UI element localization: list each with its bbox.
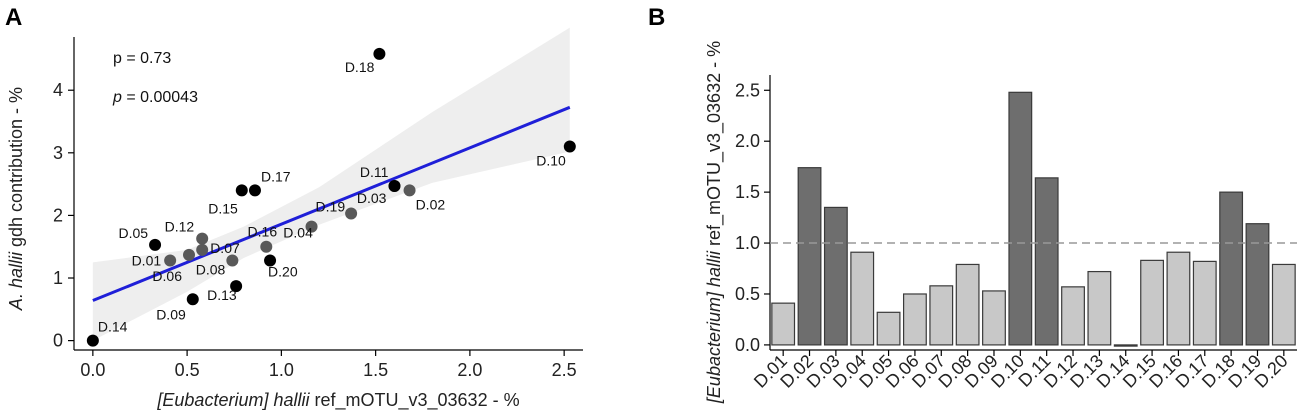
x-tick-label: 2.5 xyxy=(552,360,577,380)
p-value-number: = 0.00043 xyxy=(122,89,198,106)
scatter-point xyxy=(182,248,195,261)
scatter-point xyxy=(149,238,162,251)
confidence-band xyxy=(92,27,570,341)
y-axis-title-species: A. hallii xyxy=(6,251,26,311)
bar xyxy=(1034,177,1059,346)
bar xyxy=(1061,286,1085,346)
scatter-point xyxy=(230,280,243,293)
point-label: D.09 xyxy=(156,306,186,322)
y-tick-label: 4 xyxy=(53,80,63,100)
y-tick-label: 2.0 xyxy=(735,131,760,151)
panel-label-b: B xyxy=(648,4,665,31)
panel-label-a: A xyxy=(5,4,22,31)
bar xyxy=(1140,259,1165,346)
scatter-point xyxy=(373,47,386,60)
y-axis-title-unit: ref_mOTU_v3_03632 - % xyxy=(704,41,725,251)
scatter-point xyxy=(403,184,416,197)
bar xyxy=(929,285,954,346)
bar xyxy=(797,167,822,346)
scatter-point xyxy=(305,220,318,233)
scatter-point xyxy=(388,179,401,192)
scatter-panel: 0.0 0.5 1.0 1.5 2.0 2.5 0 1 2 3 4 [Eubacterium] hal… xyxy=(6,27,583,411)
x-tick-label: 0.5 xyxy=(175,360,200,380)
bar xyxy=(1271,263,1296,346)
bar xyxy=(1113,344,1138,347)
scatter-point xyxy=(186,293,199,306)
point-label: D.17 xyxy=(261,168,291,184)
scatter-point xyxy=(248,184,261,197)
bar xyxy=(1192,260,1217,346)
point-label: D.12 xyxy=(165,219,195,235)
x-tick-label: 1.5 xyxy=(363,360,388,380)
point-label: D.16 xyxy=(248,224,278,240)
point-label: D.04 xyxy=(283,225,313,241)
point-label: D.03 xyxy=(357,190,387,206)
scatter-point xyxy=(226,254,239,267)
bar xyxy=(902,293,927,346)
y-tick-label: 3 xyxy=(53,143,63,163)
bar xyxy=(955,263,980,346)
y-tick-label: 1.0 xyxy=(735,233,760,253)
scatter-point xyxy=(196,232,209,245)
y-axis-title-unit: gdh contribution - % xyxy=(6,87,26,252)
bar xyxy=(1166,251,1191,346)
point-label: D.07 xyxy=(210,240,240,256)
scatter-point xyxy=(235,184,248,197)
point-label: D.13 xyxy=(207,287,237,303)
y-tick-label: 0.0 xyxy=(735,335,760,355)
point-label: D.20 xyxy=(268,263,298,279)
scatter-point xyxy=(260,240,273,253)
bar-panel: 0.00.51.01.52.02.5D.01D.02D.03D.04D.05D.… xyxy=(704,41,1297,404)
scatter-point xyxy=(164,254,177,267)
point-label: D.05 xyxy=(118,225,148,241)
point-label: D.10 xyxy=(536,153,566,169)
x-tick-label: 2.0 xyxy=(457,360,482,380)
point-label: D.02 xyxy=(416,196,446,212)
y-tick-label: 1.5 xyxy=(735,182,760,202)
point-label: D.01 xyxy=(132,252,162,268)
point-label: D.06 xyxy=(152,268,182,284)
x-tick-label: 1.0 xyxy=(269,360,294,380)
bar xyxy=(1245,223,1270,346)
bar xyxy=(1008,91,1033,346)
regression-line xyxy=(92,105,571,302)
point-label: D.14 xyxy=(98,319,128,335)
point-label: D.18 xyxy=(345,59,375,75)
bar xyxy=(1087,270,1112,346)
bar xyxy=(982,290,1006,346)
y-tick-label: 0.5 xyxy=(735,284,760,304)
point-label: D.08 xyxy=(196,261,226,277)
x-axis-title-species: [Eubacterium] hallii xyxy=(156,390,310,410)
scatter-point xyxy=(264,254,277,267)
y-tick-label: 0 xyxy=(53,331,63,351)
bar xyxy=(1219,191,1244,346)
bar xyxy=(876,311,901,346)
y-axis-title: A. hallii gdh contribution - % xyxy=(6,87,26,311)
scatter-point xyxy=(196,243,209,256)
correlation-annotation: p = 0.73 xyxy=(113,50,171,67)
bar xyxy=(823,206,848,346)
x-axis-title-unit: ref_mOTU_v3_03632 - % xyxy=(309,390,519,411)
scatter-point xyxy=(86,334,99,347)
scatter-point xyxy=(563,140,576,153)
point-label: D.15 xyxy=(208,200,238,216)
y-axis-title: [Eubacterium] hallii ref_mOTU_v3_03632 -… xyxy=(704,41,725,404)
scatter-point xyxy=(345,207,358,220)
x-tick-label: 0.0 xyxy=(80,360,105,380)
y-axis-title-species: [Eubacterium] hallii xyxy=(704,250,724,404)
y-tick-label: 2 xyxy=(53,205,63,225)
p-value-symbol: p xyxy=(112,89,122,106)
p-value-annotation: p = 0.00043 xyxy=(112,89,198,106)
y-tick-label: 1 xyxy=(53,268,63,288)
bar xyxy=(771,302,796,346)
point-label: D.19 xyxy=(316,199,346,215)
point-label: D.11 xyxy=(360,164,389,180)
bar xyxy=(850,251,875,346)
x-axis-title: [Eubacterium] hallii ref_mOTU_v3_03632 -… xyxy=(156,390,519,411)
y-tick-label: 2.5 xyxy=(735,80,760,100)
